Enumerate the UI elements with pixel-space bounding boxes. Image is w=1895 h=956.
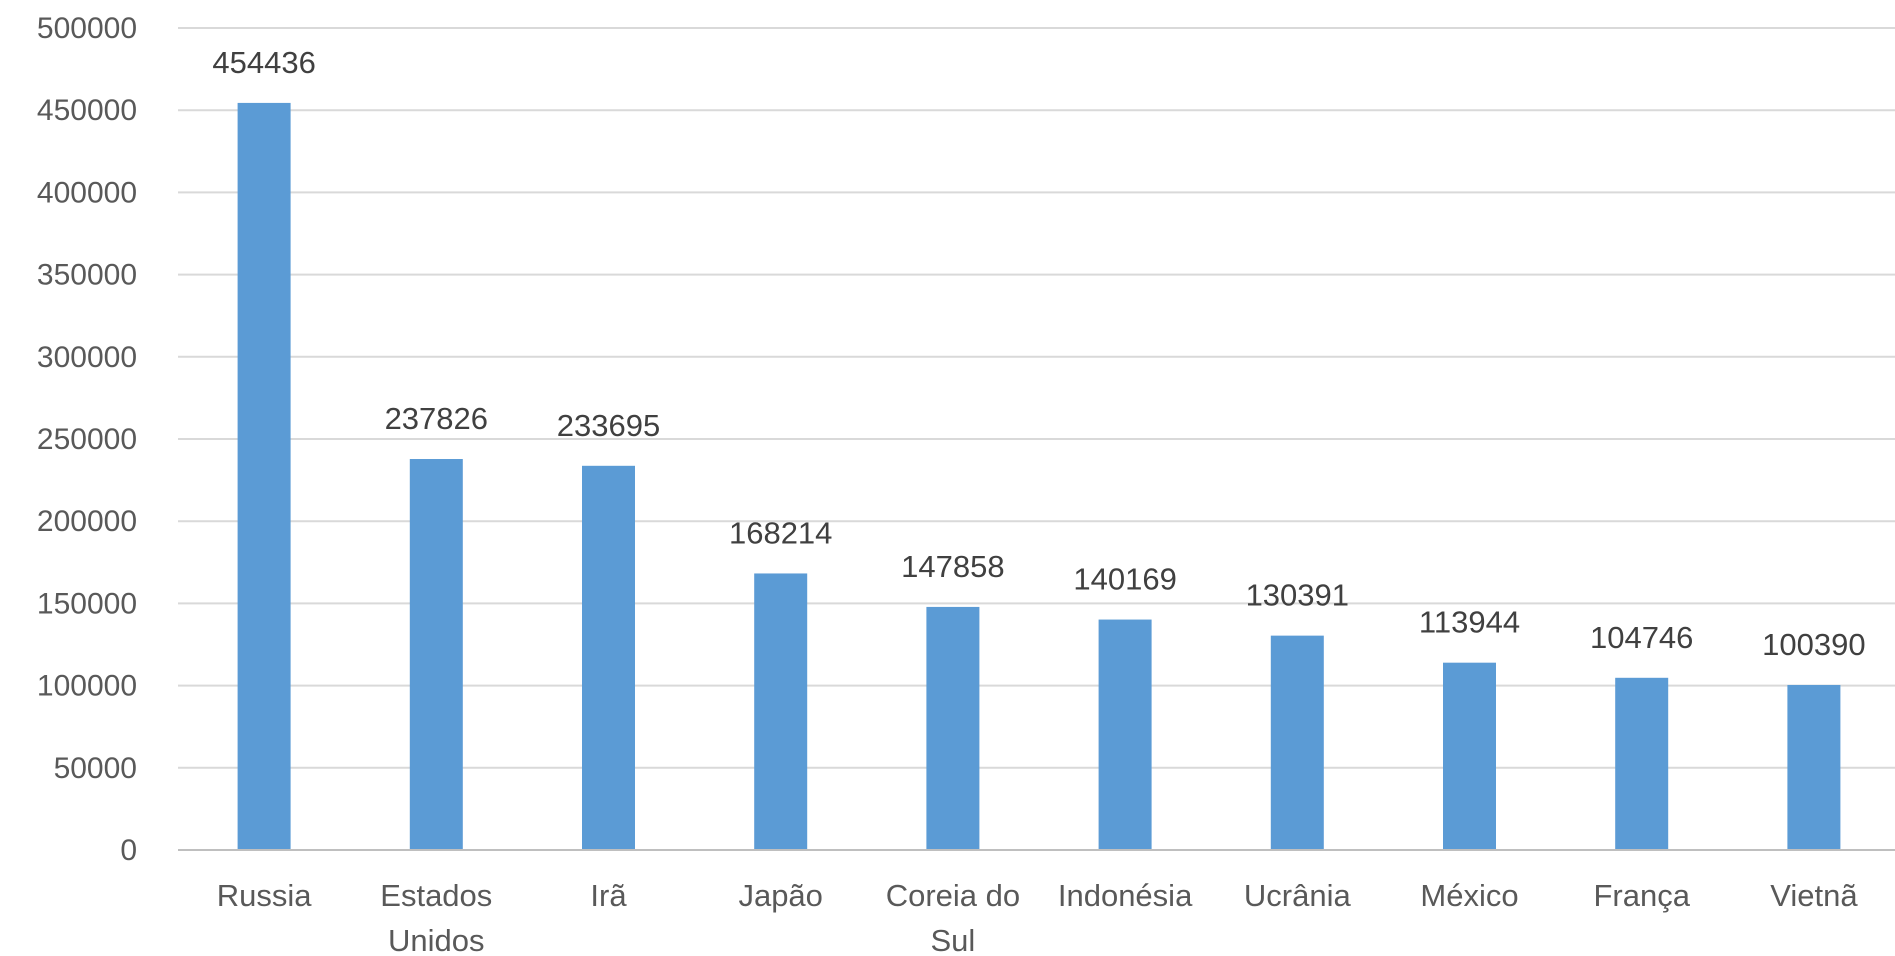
y-tick-label: 200000: [37, 505, 137, 538]
data-label: 147858: [901, 549, 1004, 584]
x-category-label: Japão: [738, 878, 822, 913]
gridlines: [178, 27, 1895, 769]
x-category-label: México: [1420, 878, 1518, 913]
data-label: 168214: [729, 515, 832, 550]
y-axis-tick-labels: 0 50000 100000 150000 200000 250000 300000 3500…: [37, 12, 137, 867]
data-label: 233695: [557, 408, 660, 443]
y-tick-label: 300000: [37, 341, 137, 374]
y-tick-label: 400000: [37, 176, 137, 209]
data-label: 454436: [212, 45, 315, 80]
x-category-label: Irã: [590, 878, 627, 913]
x-category-label: Coreia do Sul: [886, 878, 1020, 956]
bar: [1787, 684, 1841, 850]
data-label: 237826: [385, 401, 488, 436]
bar: [409, 459, 463, 850]
x-category-label-line: Japão: [738, 878, 822, 913]
y-tick-label: 150000: [37, 587, 137, 620]
x-category-label-line: México: [1420, 878, 1518, 913]
x-category-label-line: França: [1593, 878, 1690, 913]
y-tick-label: 450000: [37, 94, 137, 127]
bar: [582, 465, 635, 850]
bar: [1270, 635, 1324, 850]
x-category-label-line: Coreia do: [886, 878, 1020, 913]
bars: [237, 102, 1841, 850]
data-label: 104746: [1590, 620, 1693, 655]
data-labels: 454436 237826 233695 168214 147858 140169 1303…: [212, 45, 1865, 662]
x-category-label-line: Estados: [380, 878, 492, 913]
x-category-label: Vietnã: [1770, 878, 1858, 913]
y-tick-label: 50000: [54, 752, 137, 785]
y-tick-label: 100000: [37, 670, 137, 703]
data-label: 113944: [1419, 605, 1520, 640]
bar: [754, 573, 808, 850]
x-category-label-line: Sul: [930, 923, 975, 956]
x-category-label-line: Vietnã: [1770, 878, 1858, 913]
y-tick-label: 500000: [37, 12, 137, 45]
bar: [926, 606, 980, 850]
x-category-label: França: [1593, 878, 1690, 913]
bar: [237, 102, 291, 850]
x-category-label-line: Ucrânia: [1244, 878, 1352, 913]
x-category-label: Russia: [217, 878, 313, 913]
x-axis-category-labels: Russia Estados Unidos Irã Japão Coreia do Sul I…: [217, 878, 1859, 956]
x-category-label: Ucrânia: [1244, 878, 1352, 913]
x-category-label: Estados Unidos: [380, 878, 492, 956]
x-category-label-line: Russia: [217, 878, 313, 913]
data-label: 100390: [1762, 627, 1865, 662]
x-category-label-line: Unidos: [388, 923, 485, 956]
x-category-label-line: Irã: [590, 878, 627, 913]
y-tick-label: 0: [120, 834, 137, 867]
y-tick-label: 350000: [37, 259, 137, 292]
bar: [1615, 677, 1669, 850]
data-label: 130391: [1246, 578, 1349, 613]
x-category-label-line: Indonésia: [1058, 878, 1193, 913]
x-category-label: Indonésia: [1058, 878, 1193, 913]
data-label: 140169: [1073, 562, 1176, 597]
bar: [1443, 662, 1496, 850]
y-tick-label: 250000: [37, 423, 137, 456]
bar: [1098, 619, 1152, 850]
